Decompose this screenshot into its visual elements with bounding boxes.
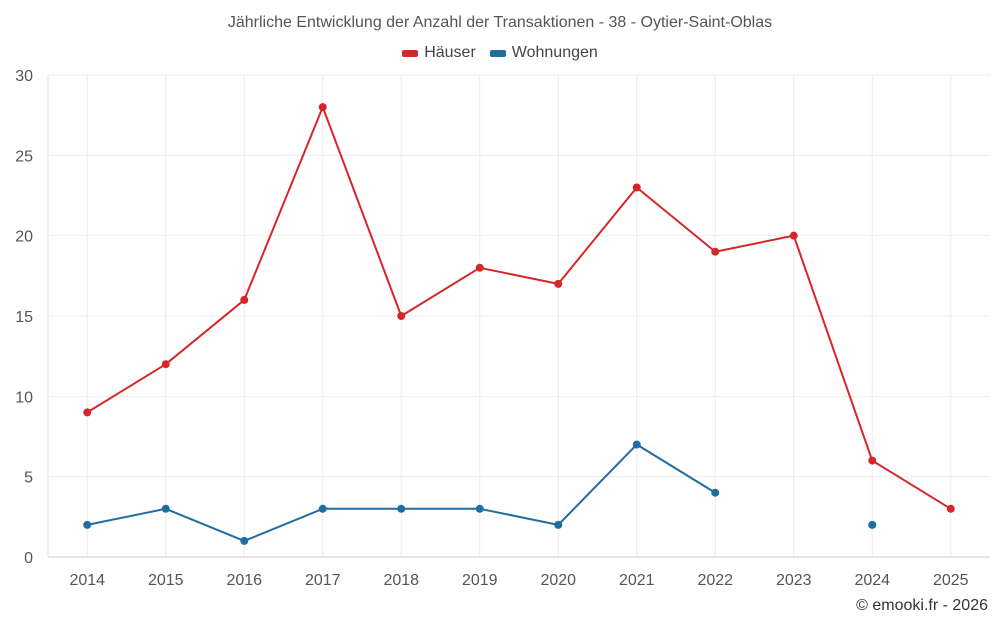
y-tick-label: 10	[15, 389, 33, 406]
data-point-haeuser	[711, 247, 720, 256]
data-point-haeuser	[318, 103, 327, 112]
x-tick-label: 2016	[226, 572, 262, 589]
legend: Häuser Wohnungen	[0, 44, 1000, 62]
y-tick-label: 30	[15, 68, 33, 85]
x-tick-label: 2017	[305, 572, 341, 589]
series-line-haeuser	[86, 106, 952, 510]
y-tick-label: 5	[24, 470, 33, 487]
legend-label-wohnungen: Wohnungen	[511, 44, 598, 61]
y-tick-label: 25	[15, 148, 33, 165]
series-haeuser	[83, 103, 955, 513]
x-tick-label: 2025	[933, 572, 969, 589]
data-point-wohnungen	[632, 440, 641, 449]
x-tick-label: 2014	[69, 572, 105, 589]
x-tick-label: 2023	[776, 572, 812, 589]
x-tick-label: 2018	[383, 572, 419, 589]
data-point-haeuser	[946, 504, 955, 513]
data-point-wohnungen	[161, 504, 170, 513]
data-point-haeuser	[789, 231, 798, 240]
data-point-haeuser	[83, 408, 92, 417]
x-tick-label: 2021	[619, 572, 655, 589]
x-tick-label: 2022	[697, 572, 733, 589]
data-point-wohnungen	[240, 536, 249, 545]
y-tick-label: 0	[24, 550, 33, 567]
data-point-wohnungen	[868, 520, 877, 529]
data-point-wohnungen	[318, 504, 327, 513]
data-point-haeuser	[397, 312, 406, 320]
data-point-wohnungen	[397, 504, 406, 513]
data-point-wohnungen	[711, 488, 720, 497]
data-point-haeuser	[161, 360, 170, 369]
data-point-wohnungen	[475, 504, 484, 513]
legend-item-wohnungen[interactable]: Wohnungen	[489, 44, 598, 62]
copyright-credit: © emooki.fr - 2026	[856, 597, 988, 614]
legend-item-haeuser[interactable]: Häuser	[402, 44, 476, 62]
y-tick-label: 20	[15, 229, 33, 246]
x-tick-label: 2024	[854, 572, 890, 589]
x-tick-label: 2020	[540, 572, 576, 589]
legend-label-haeuser: Häuser	[424, 44, 476, 61]
data-point-wohnungen	[83, 520, 92, 529]
data-point-haeuser	[475, 263, 484, 272]
data-point-haeuser	[632, 183, 641, 192]
data-point-haeuser	[868, 456, 877, 465]
y-tick-label: 15	[15, 309, 33, 326]
data-point-wohnungen	[554, 520, 563, 529]
x-tick-label: 2019	[462, 572, 498, 589]
chart-title: Jährliche Entwicklung der Anzahl der Tra…	[227, 14, 773, 31]
x-tick-label: 2015	[148, 572, 184, 589]
data-point-haeuser	[554, 279, 563, 288]
series-wohnungen	[83, 440, 877, 545]
data-point-haeuser	[240, 295, 249, 304]
legend-swatch-wohnungen	[489, 49, 506, 57]
legend-swatch-haeuser	[402, 49, 419, 57]
